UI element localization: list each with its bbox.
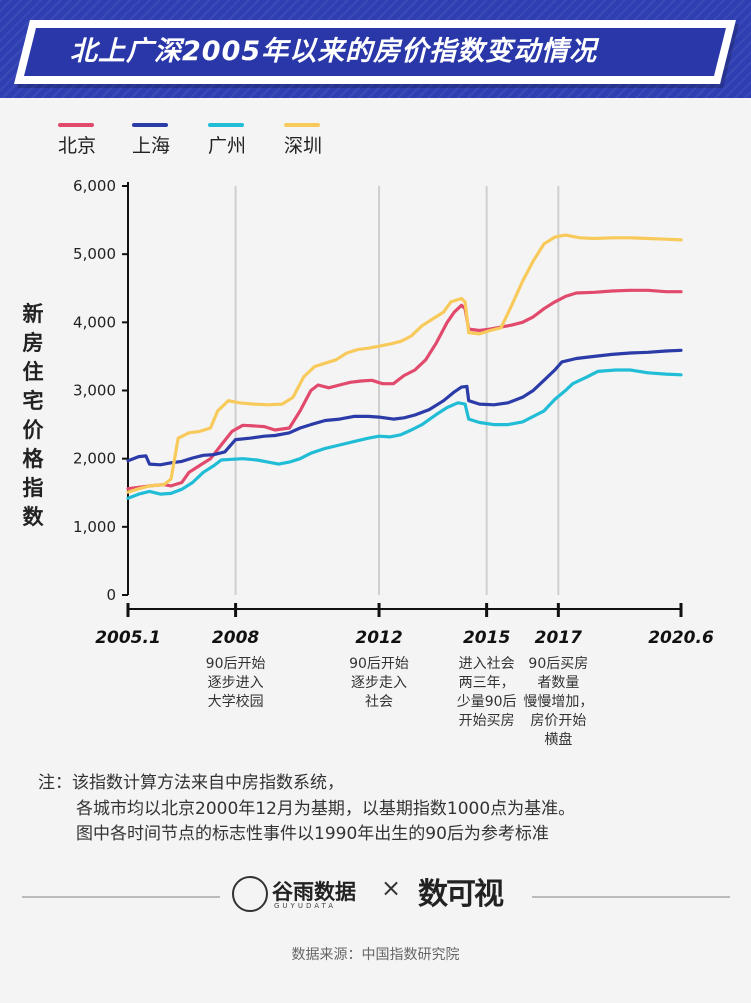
chart-series — [126, 233, 683, 500]
x-tick-label-2: 2012 — [355, 628, 402, 648]
y-tick-label-3: 3,000 — [73, 382, 116, 400]
series-line-2 — [126, 368, 683, 500]
legend-swatch-beijing — [58, 123, 94, 127]
legend-swatch-shanghai — [132, 123, 168, 127]
legend-swatch-guangzhou — [208, 123, 244, 127]
x-tick-label-1: 2008 — [212, 628, 259, 648]
chart-tick-labels: 0 1,000 2,000 3,000 4,000 5,000 6,000 2005.1 200… — [73, 177, 714, 648]
header-banner: 北上广深2005年以来的房价指数变动情况 — [0, 0, 751, 98]
annotation-1: 90后开始 逐步走入 社会 — [349, 656, 409, 710]
legend-label-shenzhen: 深圳 — [284, 135, 323, 157]
collab-times-sign: × — [381, 874, 402, 902]
guyu-logo-text: 谷雨数据 — [272, 880, 356, 904]
shushi-logo: 数可视 — [418, 877, 504, 912]
y-tick-label-4: 4,000 — [73, 313, 116, 331]
series-line-1 — [126, 348, 683, 467]
guyu-logo-icon — [232, 876, 268, 912]
y-tick-label-1: 1,000 — [73, 518, 116, 536]
footer-rule-left — [22, 896, 220, 898]
data-source: 数据来源：中国指数研究院 — [291, 947, 460, 963]
annotation-2: 进入社会 两三年， 少量90后 开始买房 — [456, 656, 517, 729]
series-line-0 — [126, 288, 683, 491]
y-axis-label: 新房住宅价格指数 — [22, 302, 44, 529]
series-line-3 — [126, 233, 683, 494]
guyu-logo-subtext: GUYUDATA — [274, 902, 336, 910]
legend-label-guangzhou: 广州 — [208, 135, 247, 157]
y-tick-label-2: 2,000 — [73, 450, 116, 468]
x-tick-label-0: 2005.1 — [95, 628, 161, 648]
legend-label-beijing: 北京 — [58, 135, 97, 157]
x-tick-label-3: 2015 — [463, 628, 510, 648]
footer-rule-right — [532, 896, 730, 898]
guyu-logo: 谷雨数据 GUYUDATA — [232, 872, 382, 916]
note-line-1: 注：该指数计算方法来自中房指数系统， — [38, 773, 344, 793]
y-tick-label-5: 5,000 — [73, 245, 116, 263]
note-line-3: 图中各时间节点的标志性事件以1990年出生的90后为参考标准 — [76, 824, 549, 844]
annotation-3: 90后买房 者数量 慢慢增加， 房价开始 横盘 — [523, 656, 594, 748]
legend-swatch-shenzhen — [284, 123, 320, 127]
y-tick-label-6: 6,000 — [73, 177, 116, 195]
x-tick-label-5: 2020.6 — [648, 628, 714, 648]
x-tick-label-4: 2017 — [535, 628, 582, 648]
annotation-0: 90后开始 逐步进入 大学校园 — [205, 656, 266, 710]
legend-label-shanghai: 上海 — [132, 135, 171, 157]
chart-gridlines — [234, 186, 560, 595]
page-title: 北上广深2005年以来的房价指数变动情况 — [70, 36, 598, 67]
note-line-2: 各城市均以北京2000年12月为基期，以基期指数1000点为基准。 — [76, 799, 576, 819]
y-tick-label-0: 0 — [106, 586, 116, 604]
chart-axes — [122, 182, 683, 617]
